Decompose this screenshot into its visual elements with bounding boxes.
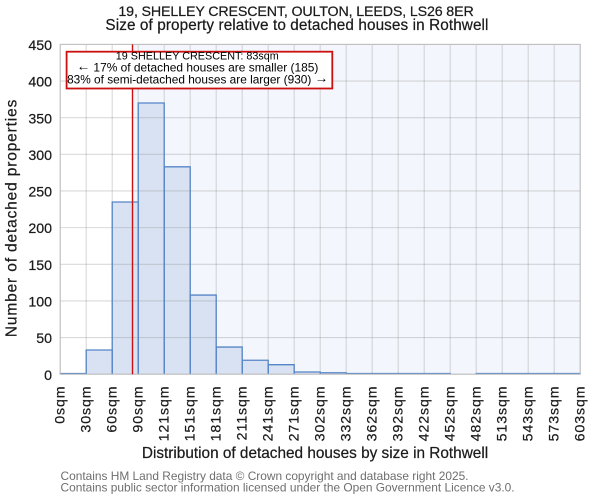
svg-text:121sqm: 121sqm	[157, 386, 173, 442]
svg-text:83% of semi-detached houses ar: 83% of semi-detached houses are larger (…	[67, 70, 328, 86]
svg-text:19 SHELLEY CRESCENT: 83sqm: 19 SHELLEY CRESCENT: 83sqm	[116, 50, 279, 62]
svg-text:452sqm: 452sqm	[443, 386, 459, 442]
svg-text:181sqm: 181sqm	[209, 386, 225, 442]
svg-text:30sqm: 30sqm	[79, 386, 95, 433]
svg-text:90sqm: 90sqm	[131, 386, 147, 433]
svg-text:450: 450	[28, 38, 52, 54]
svg-text:271sqm: 271sqm	[287, 386, 303, 442]
svg-text:211sqm: 211sqm	[235, 386, 251, 441]
svg-text:513sqm: 513sqm	[495, 386, 511, 442]
svg-text:482sqm: 482sqm	[469, 386, 485, 442]
svg-text:392sqm: 392sqm	[391, 386, 407, 442]
svg-text:150: 150	[28, 258, 52, 274]
svg-text:400: 400	[28, 75, 52, 91]
svg-text:300: 300	[28, 148, 52, 164]
svg-text:543sqm: 543sqm	[521, 386, 537, 442]
svg-text:100: 100	[28, 295, 52, 311]
svg-text:250: 250	[28, 185, 52, 201]
svg-text:Contains public sector informa: Contains public sector information licen…	[61, 481, 515, 495]
svg-text:573sqm: 573sqm	[547, 386, 563, 442]
svg-text:Distribution of detached house: Distribution of detached houses by size …	[142, 445, 488, 462]
svg-text:350: 350	[28, 111, 52, 127]
svg-text:Number of detached properties: Number of detached properties	[3, 99, 20, 337]
svg-text:19, SHELLEY CRESCENT, OULTON,: 19, SHELLEY CRESCENT, OULTON, LEEDS, LS2…	[118, 4, 473, 20]
svg-text:0: 0	[44, 368, 52, 384]
svg-text:60sqm: 60sqm	[105, 386, 121, 433]
svg-text:332sqm: 332sqm	[339, 386, 355, 442]
svg-text:← 17% of detached houses are s: ← 17% of detached houses are smaller (18…	[77, 58, 319, 74]
svg-text:241sqm: 241sqm	[261, 386, 277, 442]
svg-text:Contains HM Land Registry data: Contains HM Land Registry data © Crown c…	[61, 469, 469, 483]
svg-text:302sqm: 302sqm	[313, 386, 329, 442]
svg-text:422sqm: 422sqm	[417, 386, 433, 442]
svg-text:200: 200	[28, 221, 52, 237]
svg-text:362sqm: 362sqm	[365, 386, 381, 442]
svg-text:151sqm: 151sqm	[183, 386, 199, 442]
svg-text:50: 50	[36, 331, 52, 347]
svg-text:0sqm: 0sqm	[53, 386, 69, 424]
svg-text:603sqm: 603sqm	[573, 386, 589, 442]
svg-text:Size of property relative to d: Size of property relative to detached ho…	[105, 17, 488, 34]
